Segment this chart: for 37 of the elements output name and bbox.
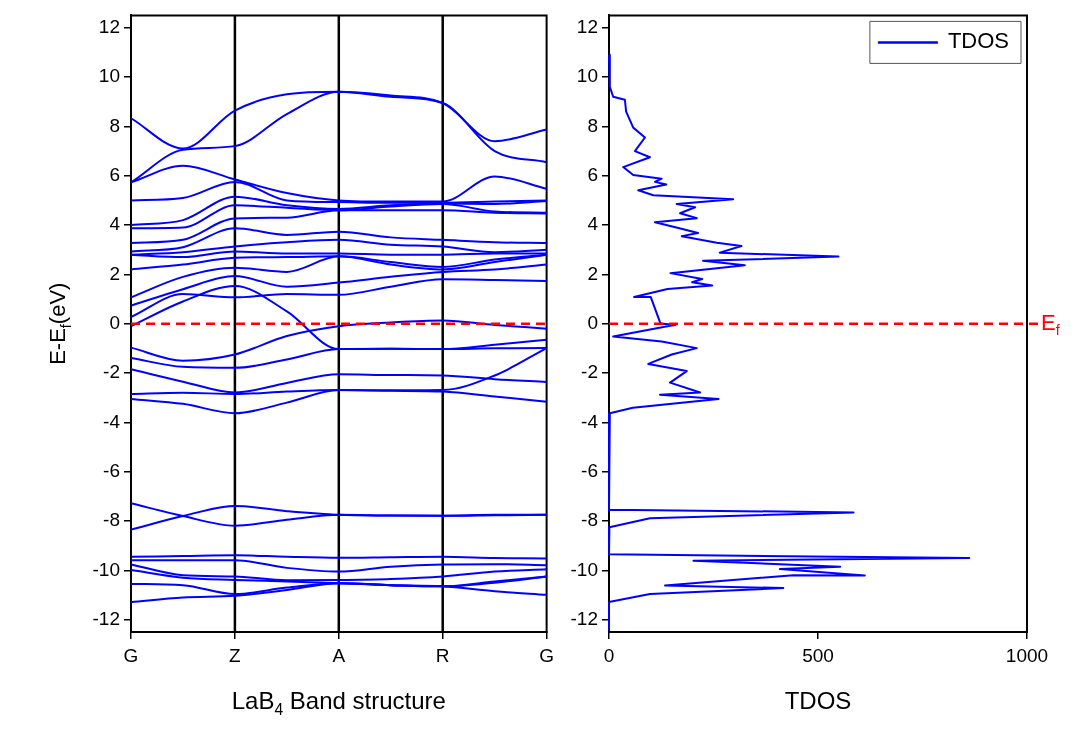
x-tick-label: 1000 [1005,644,1049,666]
y-tick-label: 6 [109,163,120,185]
x-tick-label: R [435,644,450,666]
y-tick-label: -10 [570,558,598,580]
y-tick-label: -2 [581,361,598,383]
y-tick-label: 8 [587,114,598,136]
y-tick-label: -12 [92,607,120,629]
y-tick-label: 0 [109,311,120,333]
y-tick-label: -4 [103,410,121,432]
y-tick-label: 4 [587,213,599,235]
x-tick-label: 500 [802,644,834,666]
y-tick-label: -4 [581,410,599,432]
y-tick-label: -12 [570,607,598,629]
y-tick-label: -6 [103,459,120,481]
x-tick-label: G [539,644,554,666]
y-tick-label: 8 [109,114,120,136]
y-tick-label: 6 [587,163,598,185]
y-tick-label: -2 [103,361,120,383]
x-tick-label: A [332,644,346,666]
y-tick-label: -8 [103,509,120,531]
x-tick-label: 0 [603,644,615,666]
x-axis-title: TDOS [784,686,852,714]
legend-label: TDOS [947,28,1010,54]
y-tick-label: -6 [581,459,598,481]
x-tick-label: G [123,644,139,666]
x-tick-label: Z [229,644,242,666]
y-tick-label: 0 [587,311,598,333]
y-tick-label: 4 [109,213,121,235]
y-tick-label: -8 [581,509,598,531]
y-tick-label: -10 [92,558,120,580]
y-tick-label: 2 [587,262,598,284]
y-tick-label: 10 [98,65,120,87]
y-tick-label: 12 [576,15,598,37]
y-tick-label: 12 [98,15,120,37]
y-tick-label: 10 [576,65,598,87]
y-tick-label: 2 [109,262,120,284]
y-axis-title: E-Ef(eV) [45,282,74,365]
